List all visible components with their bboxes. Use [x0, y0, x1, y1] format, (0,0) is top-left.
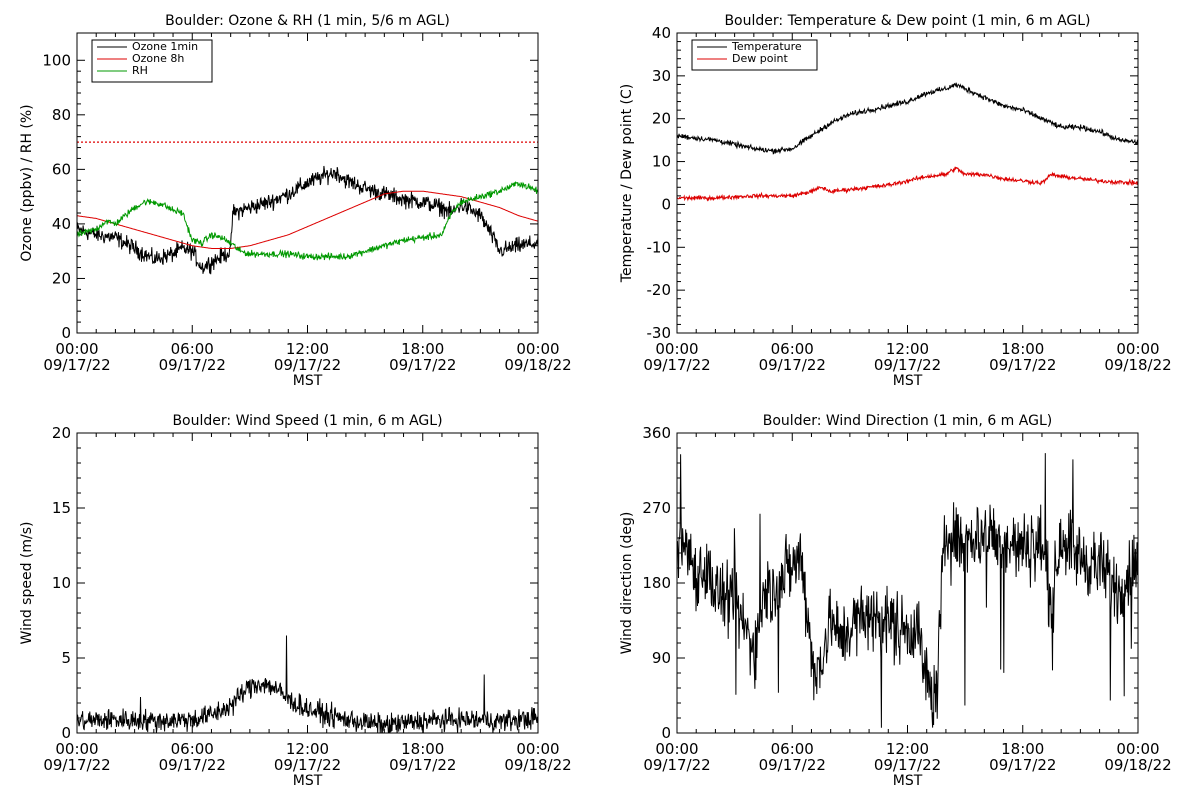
wind_speed-xtick-time: 18:00: [401, 740, 444, 758]
wind_direction-xtick-date: 09/17/22: [759, 756, 826, 774]
temperature-legend-label: Dew point: [732, 52, 788, 65]
ozone-panel: Boulder: Ozone & RH (1 min, 5/6 m AGL) Oz…: [19, 13, 572, 389]
temperature-xtick-date: 09/17/22: [643, 356, 710, 374]
temperature-xtick-time: 00:00: [655, 340, 698, 358]
wind_speed-xtick-date: 09/17/22: [274, 756, 341, 774]
ozone-series-ozone-8h: [77, 190, 538, 249]
ozone-xtick-date: 09/17/22: [43, 356, 110, 374]
wind_direction-ylabel: Wind direction (deg): [619, 512, 635, 655]
ozone-ylabel: Ozone (ppbv) / RH (%): [19, 104, 35, 261]
temperature-xtick-time: 12:00: [886, 340, 929, 358]
temperature-panel: Boulder: Temperature & Dew point (1 min,…: [619, 13, 1172, 389]
ozone-ytick-label: 40: [52, 215, 71, 233]
wind_speed-panel: Boulder: Wind Speed (1 min, 6 m AGL) Wind…: [19, 413, 572, 789]
wind_direction-ytick-label: 180: [642, 574, 671, 592]
ozone-legend-label: Ozone 1min: [132, 40, 198, 53]
ozone-legend-label: RH: [132, 64, 148, 77]
temperature-xtick-time: 06:00: [771, 340, 814, 358]
ozone-xtick-time: 06:00: [171, 340, 214, 358]
wind_speed-xtick-date: 09/17/22: [159, 756, 226, 774]
temperature-legend: [691, 39, 818, 71]
wind_speed-frame: [76, 432, 539, 734]
wind_direction-xtick-date: 09/17/22: [643, 756, 710, 774]
temperature-legend-label: Temperature: [731, 40, 802, 53]
ozone-xtick-time: 12:00: [286, 340, 329, 358]
temperature-ytick-label: 10: [652, 153, 671, 171]
wind_speed-xlabel: MST: [293, 773, 323, 789]
wind_speed-ylabel: Wind speed (m/s): [19, 522, 35, 645]
ozone-xlabel: MST: [293, 373, 323, 389]
wind_direction-frame: [676, 432, 1139, 734]
ozone-xtick-date: 09/17/22: [159, 356, 226, 374]
temperature-frame: [676, 32, 1139, 334]
wind_direction-ytick-label: 360: [642, 424, 671, 442]
temperature-ytick-label: 30: [652, 67, 671, 85]
temperature-ytick-label: 40: [652, 24, 671, 42]
wind_speed-title: Boulder: Wind Speed (1 min, 6 m AGL): [172, 413, 442, 429]
wind_direction-ytick-label: 90: [652, 649, 671, 667]
wind_direction-xtick-date: 09/17/22: [874, 756, 941, 774]
wind_direction-ytick-label: 0: [661, 724, 671, 742]
wind_speed-xtick-time: 06:00: [171, 740, 214, 758]
ozone-ytick-label: 80: [52, 106, 71, 124]
ozone-frame: [76, 32, 539, 334]
ozone-xtick-time: 18:00: [401, 340, 444, 358]
wind_direction-panel: Boulder: Wind Direction (1 min, 6 m AGL)…: [619, 413, 1172, 789]
wind_speed-ytick-label: 15: [52, 499, 71, 517]
temperature-series-dew-point: [677, 166, 1138, 202]
ozone-xtick-time: 00:00: [55, 340, 98, 358]
ozone-xtick-date: 09/17/22: [274, 356, 341, 374]
wind_direction-xtick-time: 06:00: [771, 740, 814, 758]
wind_direction-ytick-label: 270: [642, 499, 671, 517]
wind_speed-xtick-time: 00:00: [55, 740, 98, 758]
temperature-ytick-label: -10: [647, 238, 672, 256]
wind_direction-series-0: [677, 453, 1138, 728]
temperature-xtick-date: 09/17/22: [759, 356, 826, 374]
wind_direction-xtick-time: 12:00: [886, 740, 929, 758]
temperature-ylabel: Temperature / Dew point (C): [619, 84, 635, 283]
temperature-xtick-time: 00:00: [1116, 340, 1159, 358]
temperature-xtick-date: 09/17/22: [874, 356, 941, 374]
temperature-xlabel: MST: [893, 373, 923, 389]
wind_speed-xtick-date: 09/17/22: [43, 756, 110, 774]
ozone-ytick-label: 60: [52, 160, 71, 178]
ozone-xtick-time: 00:00: [516, 340, 559, 358]
temperature-ytick-label: 20: [652, 110, 671, 128]
wind_speed-ytick-label: 0: [61, 724, 71, 742]
ozone-xtick-date: 09/17/22: [389, 356, 456, 374]
ozone-title: Boulder: Ozone & RH (1 min, 5/6 m AGL): [165, 13, 450, 29]
wind_direction-xtick-time: 18:00: [1001, 740, 1044, 758]
wind_direction-xlabel: MST: [893, 773, 923, 789]
temperature-ytick-label: -30: [647, 324, 672, 342]
temperature-series-temperature: [677, 82, 1138, 155]
wind_speed-ytick-label: 20: [52, 424, 71, 442]
temperature-xtick-date: 09/17/22: [989, 356, 1056, 374]
wind_direction-xtick-time: 00:00: [1116, 740, 1159, 758]
wind_speed-ytick-label: 5: [61, 649, 71, 667]
ozone-ytick-label: 20: [52, 269, 71, 287]
wind_speed-ytick-label: 10: [52, 574, 71, 592]
ozone-legend-label: Ozone 8h: [132, 52, 184, 65]
wind_speed-series-0: [77, 635, 538, 733]
ozone-ytick-label: 100: [42, 51, 71, 69]
ozone-ytick-label: 0: [61, 324, 71, 342]
wind_direction-xtick-date: 09/17/22: [989, 756, 1056, 774]
wind_direction-xtick-date: 09/18/22: [1104, 756, 1171, 774]
temperature-ytick-label: 0: [661, 195, 671, 213]
temperature-xtick-date: 09/18/22: [1104, 356, 1171, 374]
wind_direction-xtick-time: 00:00: [655, 740, 698, 758]
wind_direction-title: Boulder: Wind Direction (1 min, 6 m AGL): [763, 413, 1052, 429]
temperature-ytick-label: -20: [647, 281, 672, 299]
ozone-series-rh: [77, 181, 538, 261]
temperature-xtick-time: 18:00: [1001, 340, 1044, 358]
temperature-title: Boulder: Temperature & Dew point (1 min,…: [724, 13, 1090, 29]
wind_speed-xtick-date: 09/18/22: [504, 756, 571, 774]
ozone-series-ozone-1min: [77, 165, 538, 275]
wind_speed-xtick-time: 12:00: [286, 740, 329, 758]
wind_speed-xtick-time: 00:00: [516, 740, 559, 758]
wind_speed-xtick-date: 09/17/22: [389, 756, 456, 774]
ozone-xtick-date: 09/18/22: [504, 356, 571, 374]
